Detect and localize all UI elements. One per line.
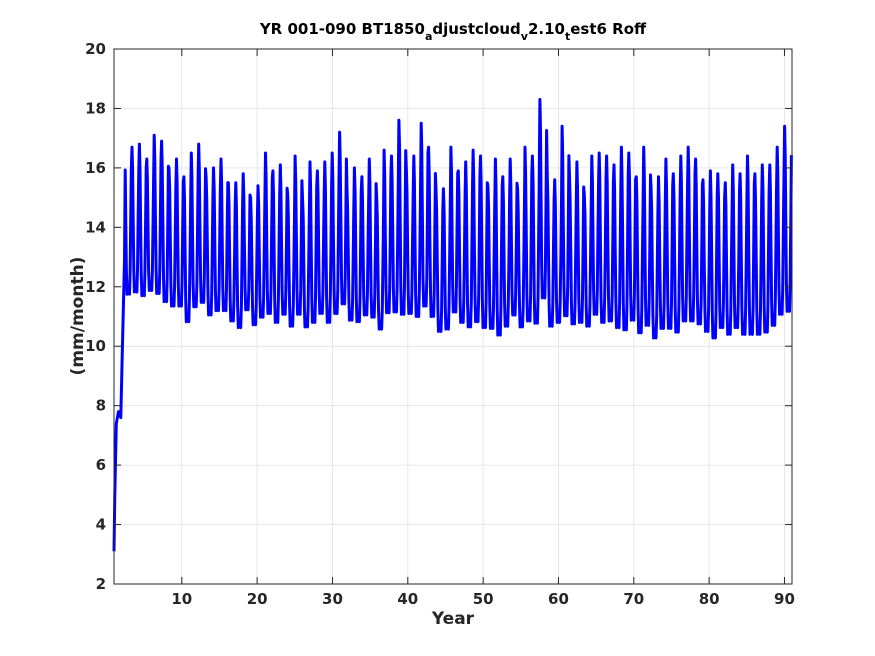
plot-frame bbox=[113, 48, 793, 585]
x-axis-label: Year bbox=[431, 609, 475, 629]
x-tick-label: 80 bbox=[699, 590, 720, 608]
x-tick-label: 60 bbox=[548, 590, 569, 608]
tick-marks bbox=[114, 48, 792, 585]
series-layer bbox=[112, 98, 793, 552]
y-tick-label: 2 bbox=[96, 575, 106, 593]
y-tick-label: 8 bbox=[96, 397, 106, 415]
title-segment: djustcloud bbox=[432, 20, 520, 38]
title-segment: est6 Roff bbox=[570, 20, 647, 38]
title-subscript: a bbox=[425, 30, 432, 43]
x-tick-label: 50 bbox=[473, 590, 494, 608]
title-segment: YR 001-090 BT1850 bbox=[259, 20, 425, 38]
y-tick-label: 6 bbox=[96, 456, 106, 474]
y-tick-label: 14 bbox=[85, 218, 106, 236]
title-subscript: v bbox=[521, 30, 529, 43]
x-tick-label: 20 bbox=[247, 590, 268, 608]
x-tick-label: 40 bbox=[397, 590, 418, 608]
x-tick-label: 70 bbox=[623, 590, 644, 608]
title-segment: 2.10 bbox=[528, 20, 565, 38]
y-tick-label: 18 bbox=[85, 99, 106, 117]
chart-title: YR 001-090 BT1850adjustcloudv2.10test6 R… bbox=[259, 20, 647, 43]
title-subscript: t bbox=[565, 30, 570, 43]
y-axis-label: (mm/month) bbox=[68, 257, 88, 376]
x-tick-label: 10 bbox=[171, 590, 192, 608]
x-tick-label: 90 bbox=[774, 590, 795, 608]
y-tick-label: 10 bbox=[85, 337, 106, 355]
y-tick-label: 20 bbox=[85, 40, 106, 58]
y-tick-label: 16 bbox=[85, 159, 106, 177]
tick-labels: 10 20 30 40 50 60 70 80 90 2 4 6 8 10 12 14 16 18 20 bbox=[85, 40, 795, 608]
x-tick-label: 30 bbox=[322, 590, 343, 608]
y-tick-label: 12 bbox=[85, 278, 106, 296]
y-tick-label: 4 bbox=[96, 516, 106, 534]
grid-lines bbox=[114, 48, 792, 585]
runoff-series-line bbox=[112, 98, 793, 552]
